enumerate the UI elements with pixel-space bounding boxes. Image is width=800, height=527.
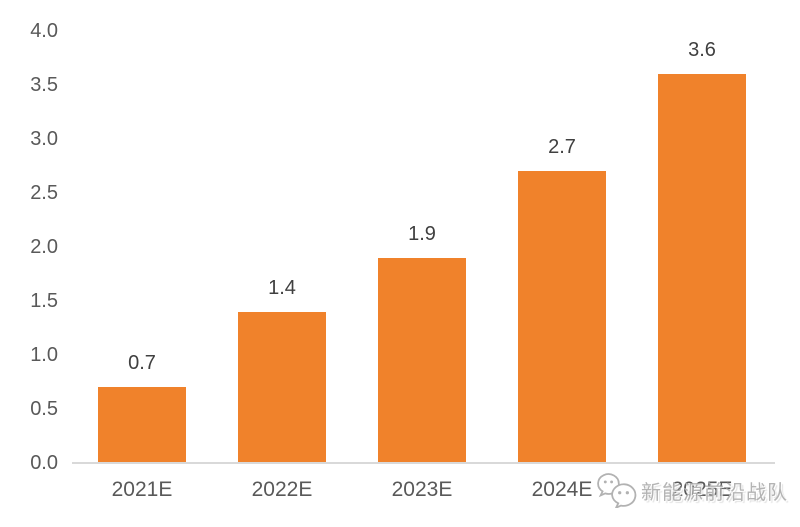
y-tick-label: 3.0 [30, 128, 58, 150]
y-tick-label: 0.5 [30, 398, 58, 420]
bar-value-label: 2.7 [548, 136, 576, 159]
bar-2023E [378, 257, 466, 463]
bar-value-label: 3.6 [688, 39, 716, 62]
bar-2021E [98, 387, 186, 463]
bar-2022E [238, 311, 326, 463]
bar-2025E [658, 74, 746, 463]
y-tick-label: 3.5 [30, 74, 58, 96]
bar-value-label: 1.4 [268, 276, 296, 299]
x-tick-label: 2023E [391, 478, 453, 501]
bar-value-label: 0.7 [128, 352, 156, 375]
y-tick-label: 4.0 [30, 20, 58, 42]
x-tick-label: 2025E [671, 478, 733, 501]
bar-value-label: 1.9 [408, 222, 436, 245]
y-tick-label: 2.0 [30, 236, 58, 258]
x-tick-label: 2022E [251, 478, 313, 501]
x-tick-label: 2021E [111, 478, 173, 501]
x-axis-line [72, 462, 775, 464]
bar-2024E [518, 171, 606, 463]
x-tick-label: 2024E [531, 478, 593, 501]
y-tick-label: 2.5 [30, 182, 58, 204]
y-tick-label: 0.0 [30, 452, 58, 474]
y-tick-label: 1.5 [30, 290, 58, 312]
y-tick-label: 1.0 [30, 344, 58, 366]
